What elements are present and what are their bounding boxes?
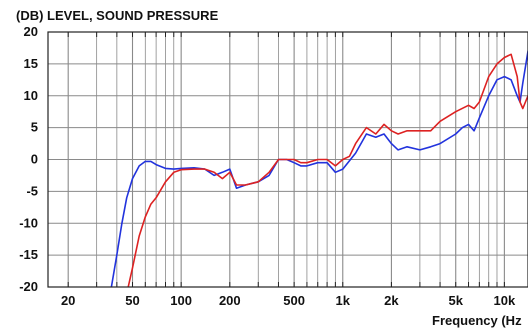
y-tick-label: -5 [26, 183, 38, 198]
y-tick-label: -15 [19, 247, 38, 262]
x-tick-label: 10k [494, 293, 516, 308]
x-tick-label: 100 [170, 293, 192, 308]
y-tick-label: 20 [24, 24, 38, 39]
series-line-1 [110, 50, 528, 287]
y-tick-label: 0 [31, 152, 38, 167]
x-tick-label: 2k [384, 293, 399, 308]
series-layer [110, 50, 528, 287]
y-tick-label: 15 [24, 56, 38, 71]
y-tick-label: -10 [19, 215, 38, 230]
x-tick-label: 50 [125, 293, 139, 308]
labels: (DB) LEVEL, SOUND PRESSURE Frequency (Hz [16, 8, 522, 328]
x-axis-label: Frequency (Hz [432, 313, 522, 328]
x-tick-label: 20 [61, 293, 75, 308]
plot-frame [47, 31, 528, 288]
y-tick-label: 5 [31, 120, 38, 135]
y-tick-label: 10 [24, 88, 38, 103]
x-tick-label: 1k [336, 293, 351, 308]
x-tick-label: 200 [219, 293, 241, 308]
x-tick-label: 5k [448, 293, 463, 308]
x-tick-label: 500 [283, 293, 305, 308]
y-axis-label: (DB) LEVEL, SOUND PRESSURE [16, 8, 219, 23]
y-tick-label: -20 [19, 279, 38, 294]
series-line-2 [127, 53, 528, 287]
